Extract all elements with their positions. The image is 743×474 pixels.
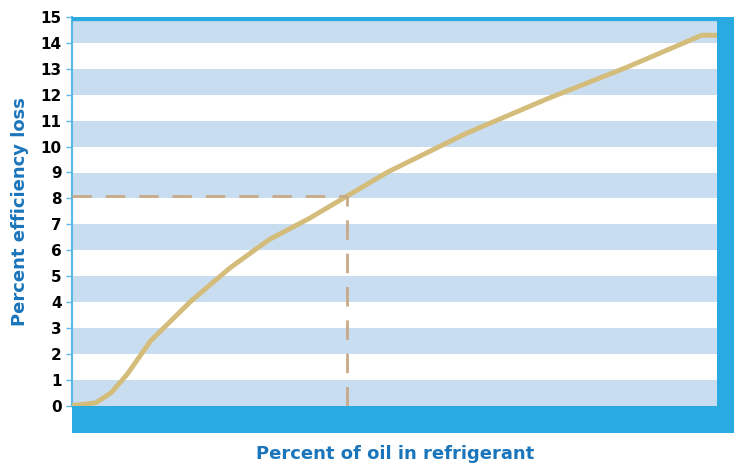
- Bar: [72, 17, 718, 43]
- Bar: [72, 354, 718, 380]
- Bar: [72, 173, 718, 199]
- Y-axis label: Percent efficiency loss: Percent efficiency loss: [11, 97, 29, 326]
- Bar: [72, 328, 718, 354]
- Bar: [72, 276, 718, 302]
- Bar: [72, 69, 718, 95]
- Bar: [72, 43, 718, 69]
- Bar: [72, 95, 718, 121]
- X-axis label: Percent of oil in refrigerant: Percent of oil in refrigerant: [256, 445, 533, 463]
- Bar: [72, 224, 718, 250]
- Bar: [72, 146, 718, 173]
- Bar: [72, 406, 733, 433]
- Bar: [72, 302, 718, 328]
- Bar: [72, 121, 718, 146]
- Bar: [72, 380, 718, 406]
- Bar: [72, 199, 718, 224]
- Bar: [718, 17, 733, 406]
- Bar: [72, 250, 718, 276]
